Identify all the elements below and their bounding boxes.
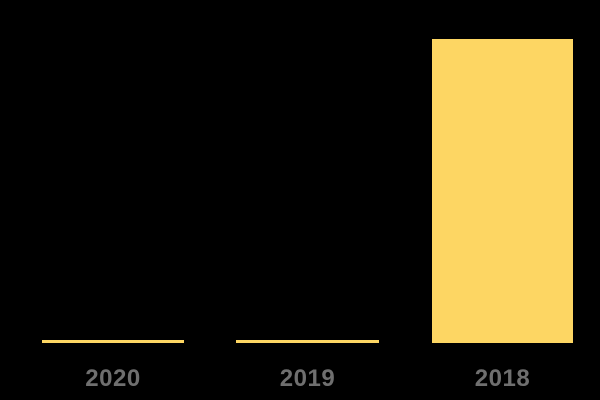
x-axis-label-2019: 2019 [279,365,336,392]
bar-2019 [236,340,379,343]
bar-2020 [42,340,184,343]
x-axis-label-2018: 2018 [474,365,531,392]
x-axis-label-2020: 2020 [85,365,141,392]
bar-2018 [432,39,573,343]
